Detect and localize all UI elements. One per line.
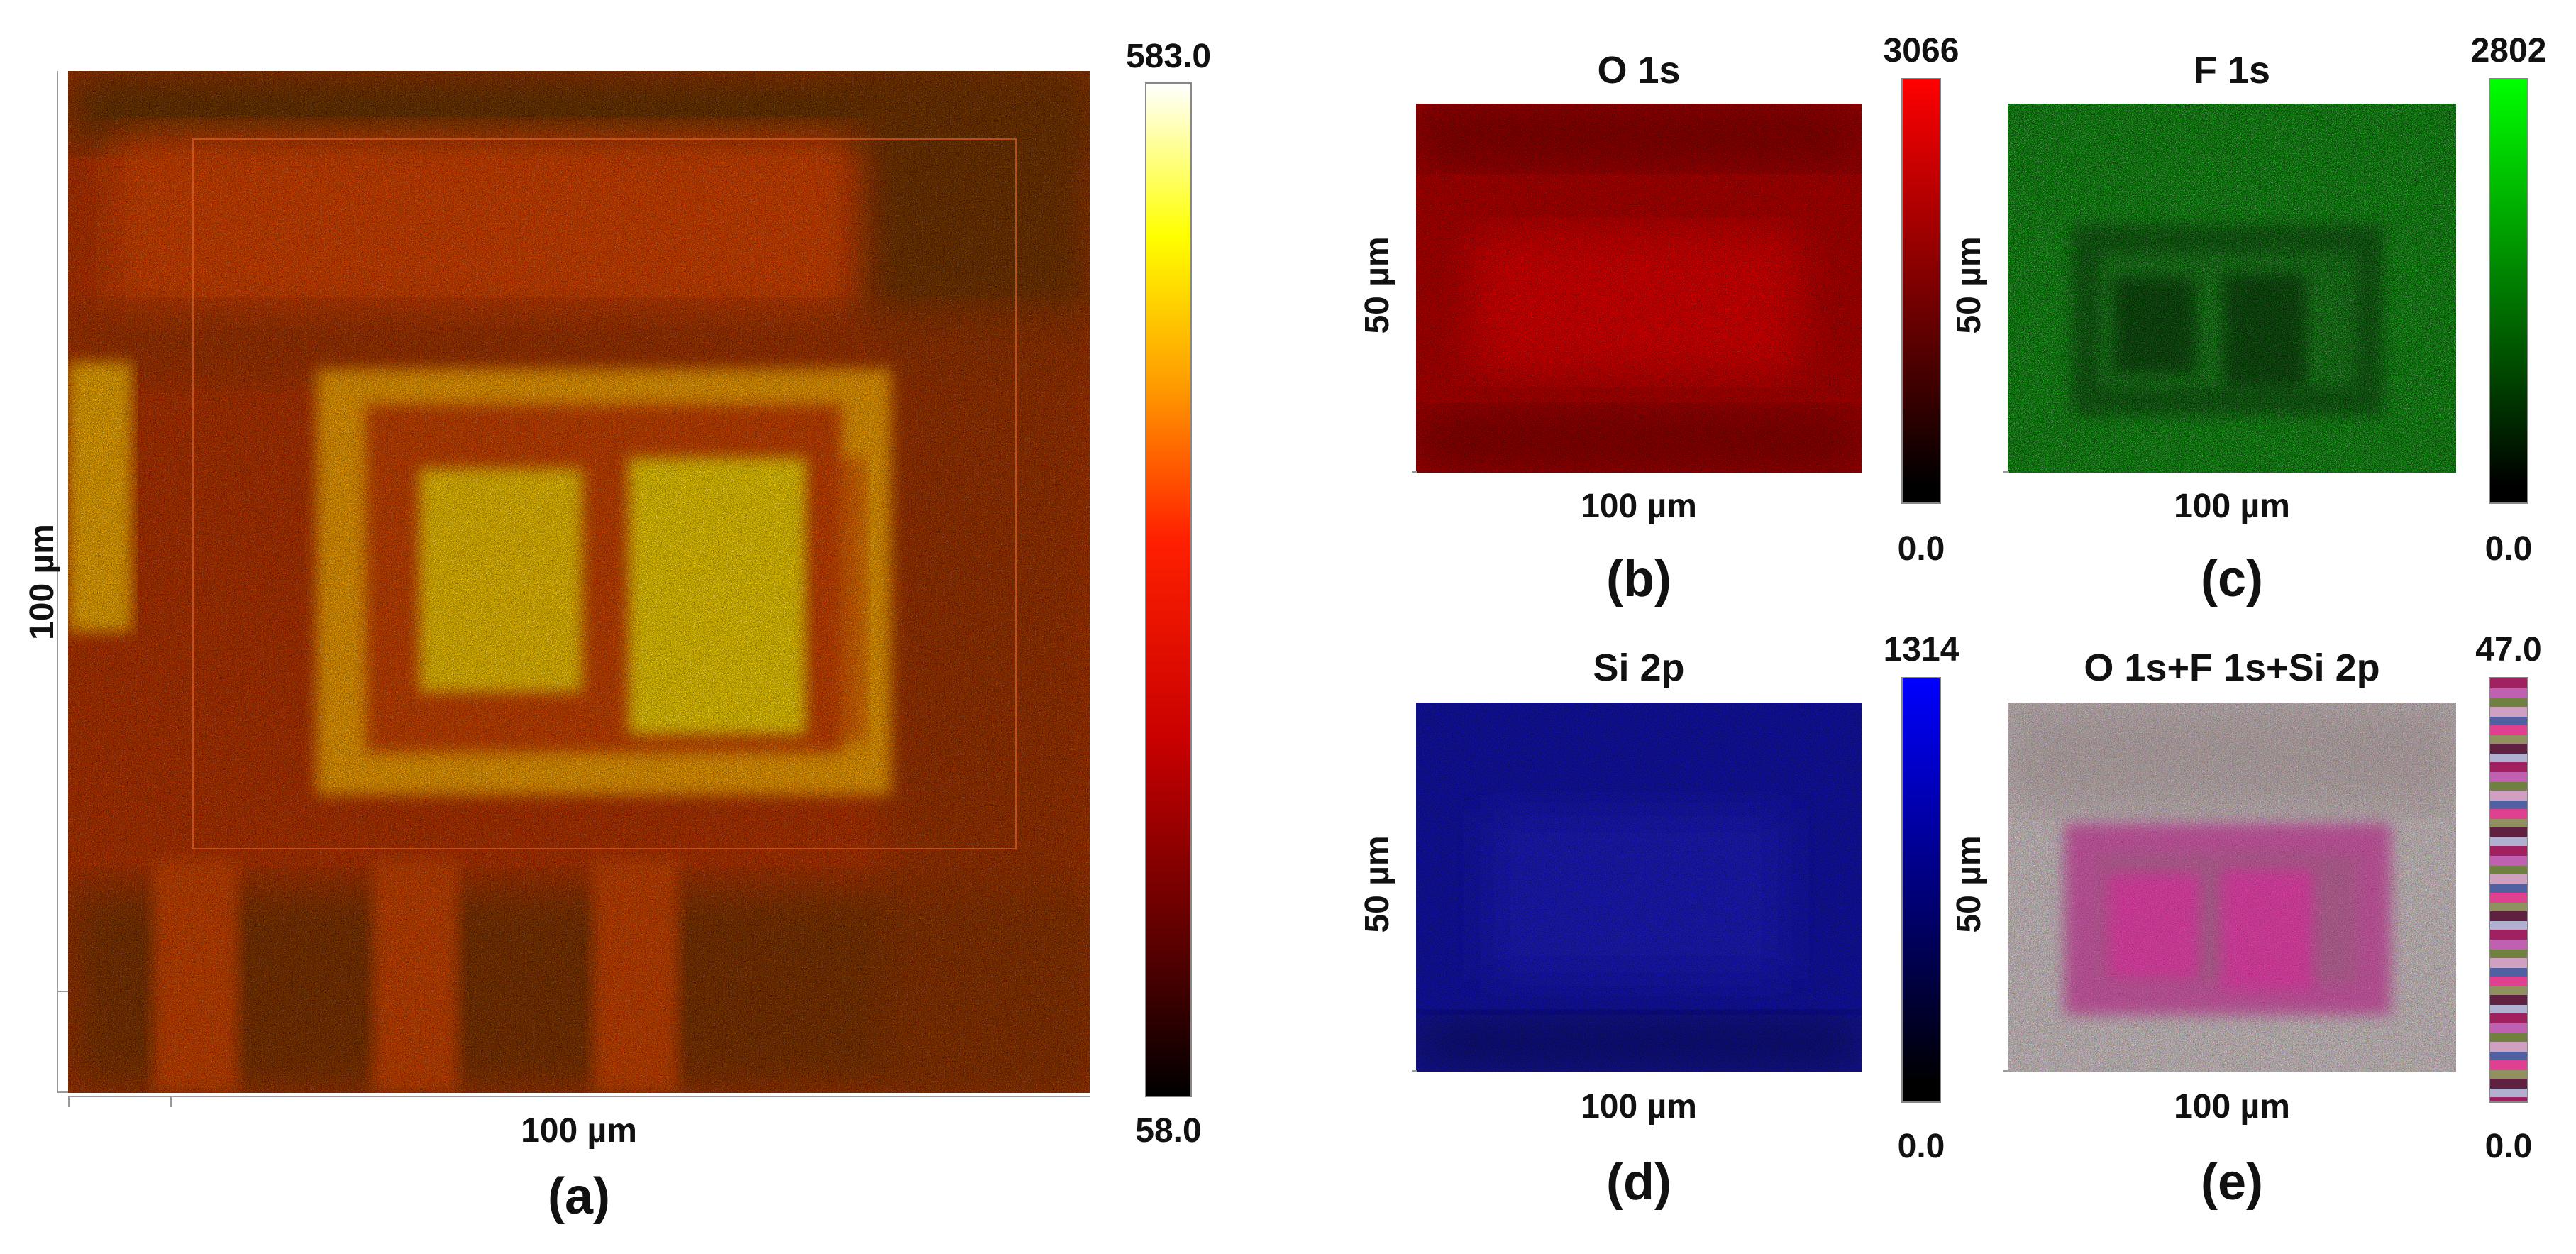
x-axis-label-a: 100 µm	[521, 1112, 637, 1150]
x-tick-a	[68, 1096, 70, 1107]
y-axis-label-b: 50 µm	[1359, 236, 1396, 334]
x-axis-label-e: 100 µm	[2174, 1088, 2290, 1126]
y-tick-a	[57, 991, 68, 992]
x-axis-line-a	[68, 1096, 1090, 1097]
map-c	[2008, 104, 2456, 473]
colorbar-max-c: 2802	[2470, 32, 2547, 70]
panel-title-d: Si 2p	[1593, 647, 1685, 689]
y-tick-b	[1412, 471, 1417, 473]
panel-label-e: (e)	[2201, 1154, 2263, 1211]
colorbar-min-d: 0.0	[1897, 1128, 1945, 1165]
panel-title-c: F 1s	[2193, 49, 2271, 92]
panel-label-b: (b)	[1606, 551, 1671, 607]
y-tick-d	[1412, 1070, 1417, 1072]
y-axis-label-a: 100 µm	[23, 524, 61, 640]
colorbar-min-a: 58.0	[1135, 1112, 1202, 1150]
panel-label-a: (a)	[548, 1168, 610, 1225]
colorbar-min-c: 0.0	[2484, 530, 2533, 568]
map-d	[1416, 703, 1862, 1072]
colorbar-min-b: 0.0	[1897, 530, 1945, 568]
y-tick-a	[57, 1091, 68, 1093]
colorbar-max-a: 583.0	[1125, 38, 1212, 75]
y-tick-c	[2003, 471, 2009, 473]
colorbar-e	[2489, 677, 2528, 1103]
map-e	[2008, 703, 2456, 1072]
y-axis-line-a	[57, 71, 58, 1093]
map-a	[68, 71, 1090, 1093]
panel-label-d: (d)	[1606, 1154, 1671, 1211]
x-axis-label-c: 100 µm	[2174, 488, 2290, 525]
panel-title-e: O 1s+F 1s+Si 2p	[2084, 647, 2380, 689]
y-axis-label-e: 50 µm	[1950, 835, 1988, 933]
panel-label-c: (c)	[2201, 551, 2263, 607]
y-axis-label-c: 50 µm	[1950, 236, 1988, 334]
panel-title-b: O 1s	[1597, 49, 1681, 92]
colorbar-min-e: 0.0	[2484, 1128, 2533, 1165]
colorbar-max-d: 1314	[1883, 631, 1959, 669]
x-axis-label-b: 100 µm	[1581, 488, 1697, 525]
colorbar-a	[1145, 82, 1192, 1097]
colorbar-b	[1901, 78, 1941, 504]
x-tick-a	[170, 1096, 172, 1107]
y-axis-label-d: 50 µm	[1359, 835, 1396, 933]
colorbar-c	[2489, 78, 2528, 504]
colorbar-d	[1901, 677, 1941, 1103]
colorbar-max-b: 3066	[1883, 32, 1959, 70]
y-tick-e	[2003, 1070, 2009, 1072]
map-b	[1416, 104, 1862, 473]
colorbar-max-e: 47.0	[2475, 631, 2542, 669]
x-axis-label-d: 100 µm	[1581, 1088, 1697, 1126]
